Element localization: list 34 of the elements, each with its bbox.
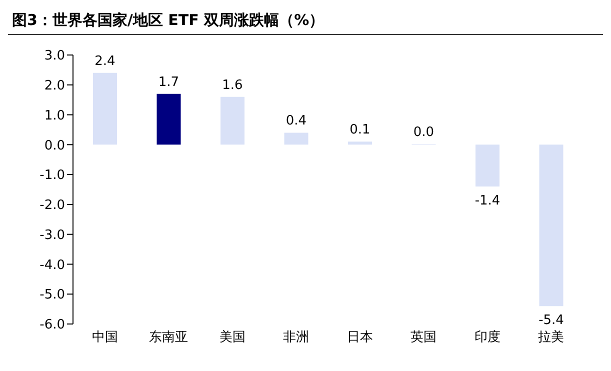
y-tick-label: 0.0 [44,138,65,154]
x-tick-label: 印度 [474,329,500,346]
data-label: 0.0 [413,125,434,140]
y-tick-label: -3.0 [40,228,65,243]
data-label: -1.4 [474,194,500,209]
bar [476,144,500,187]
x-tick-label: 日本 [346,330,373,346]
data-label: -5.4 [538,313,564,328]
data-label: 1.7 [158,74,180,90]
y-tick-label: 3.0 [44,48,65,64]
y-tick-label: 1.0 [44,108,65,124]
data-label: 0.1 [350,122,370,138]
data-label: 1.6 [222,78,243,93]
bar [220,96,244,145]
y-tick-label: -5.0 [40,288,65,303]
x-tick-label: 非洲 [283,330,310,346]
x-tick-label: 美国 [219,329,246,346]
data-label: 0.4 [286,114,307,129]
chart-title: 图3：世界各国家/地区 ETF 双周涨跌幅（%） [8,8,603,35]
y-tick-label: -6.0 [40,318,65,333]
bar [539,144,564,306]
bar [93,72,117,145]
y-tick-label: -1.0 [40,168,65,184]
data-label: 2.4 [94,54,116,69]
x-tick-label: 英国 [410,330,437,346]
x-tick-label: 拉美 [538,329,564,346]
y-tick-label: -2.0 [40,198,65,214]
bar [156,94,181,145]
y-tick-label: -4.0 [40,258,65,273]
bar [348,142,372,145]
x-tick-label: 中国 [92,330,118,346]
x-tick-label: 东南亚 [149,330,188,346]
y-tick-label: 2.0 [44,78,65,94]
bar [284,132,308,145]
